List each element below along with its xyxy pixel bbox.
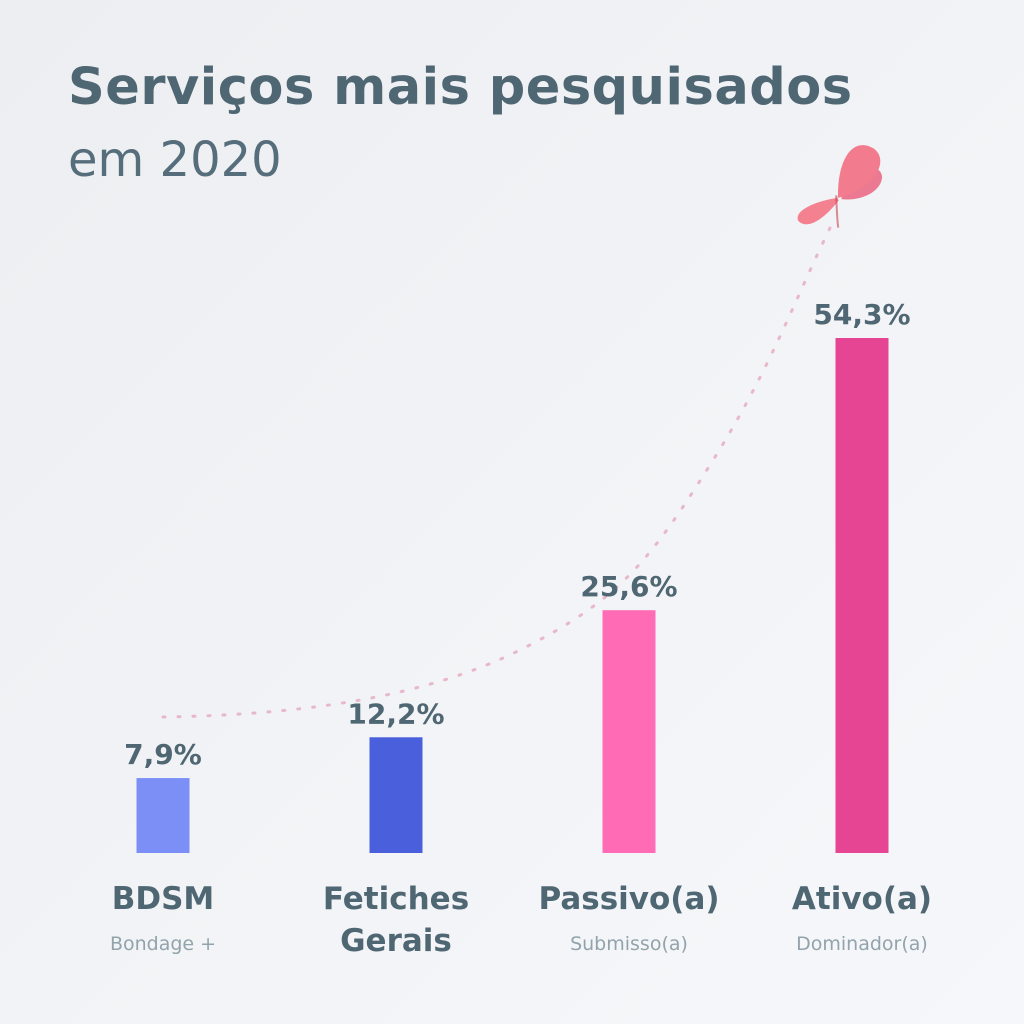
trend-line: [161, 226, 832, 719]
value-label: 7,9%: [124, 738, 202, 771]
chart-title: Serviços mais pesquisados: [68, 58, 853, 117]
category-label: Fetiches: [323, 881, 469, 917]
bar-3: [602, 610, 656, 853]
category-label: BDSM: [112, 881, 215, 917]
category-sublabel: Submisso(a): [570, 933, 688, 955]
category-sublabel: Bondage +: [110, 933, 216, 955]
category-label: Ativo(a): [792, 881, 932, 917]
chart-subtitle: em 2020: [68, 132, 282, 188]
bar-4: [835, 338, 889, 853]
category-label: Passivo(a): [538, 881, 719, 917]
value-label: 25,6%: [580, 570, 677, 603]
bar-2: [369, 737, 423, 853]
value-label: 54,3%: [813, 298, 910, 331]
butterfly-icon: [797, 145, 883, 228]
value-label: 12,2%: [347, 697, 444, 730]
category-label: Gerais: [340, 923, 452, 959]
bar-1: [136, 778, 190, 853]
category-sublabel: Dominador(a): [796, 933, 928, 955]
